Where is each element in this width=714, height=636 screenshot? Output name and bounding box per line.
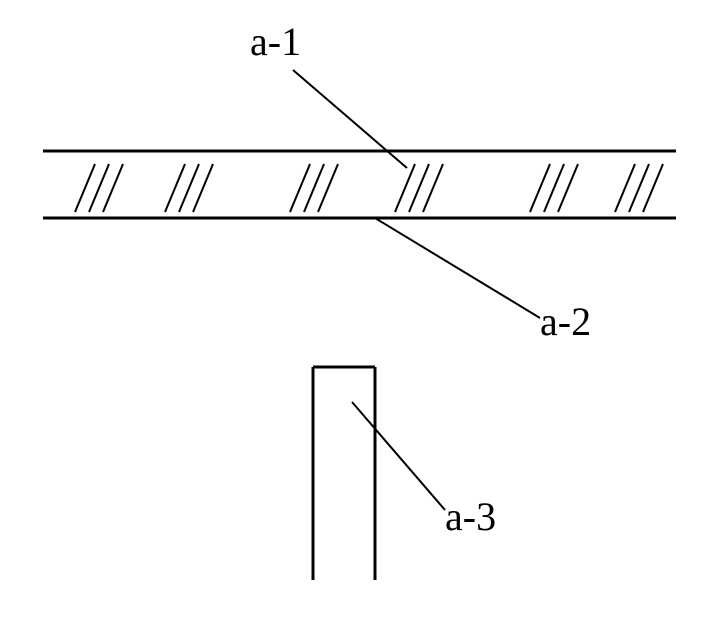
schematic-diagram: a-1 a-2 a-3 xyxy=(0,0,714,636)
label-text-a-2: a-2 xyxy=(540,299,591,344)
label-text-a-3: a-3 xyxy=(445,494,496,539)
diagram-background xyxy=(0,0,714,636)
label-text-a-1: a-1 xyxy=(250,19,301,64)
